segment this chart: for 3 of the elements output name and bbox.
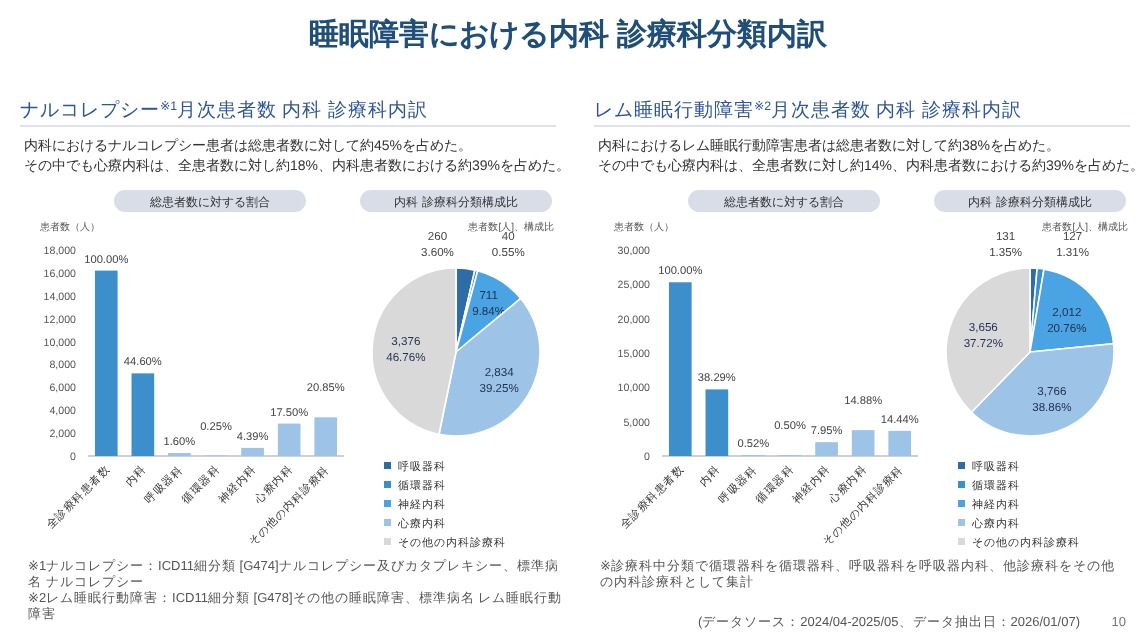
annotation: ナルコレプシー$^{※1}$月次患者数 内科 診療科内訳 (20, 99, 428, 122)
annotation: レム睡眠行動障害$^{※2}$月次患者数 内科 診療科内訳 (594, 99, 1022, 122)
annotation: 睡眠障害における内科 診療科分類内訳 (308, 18, 828, 52)
